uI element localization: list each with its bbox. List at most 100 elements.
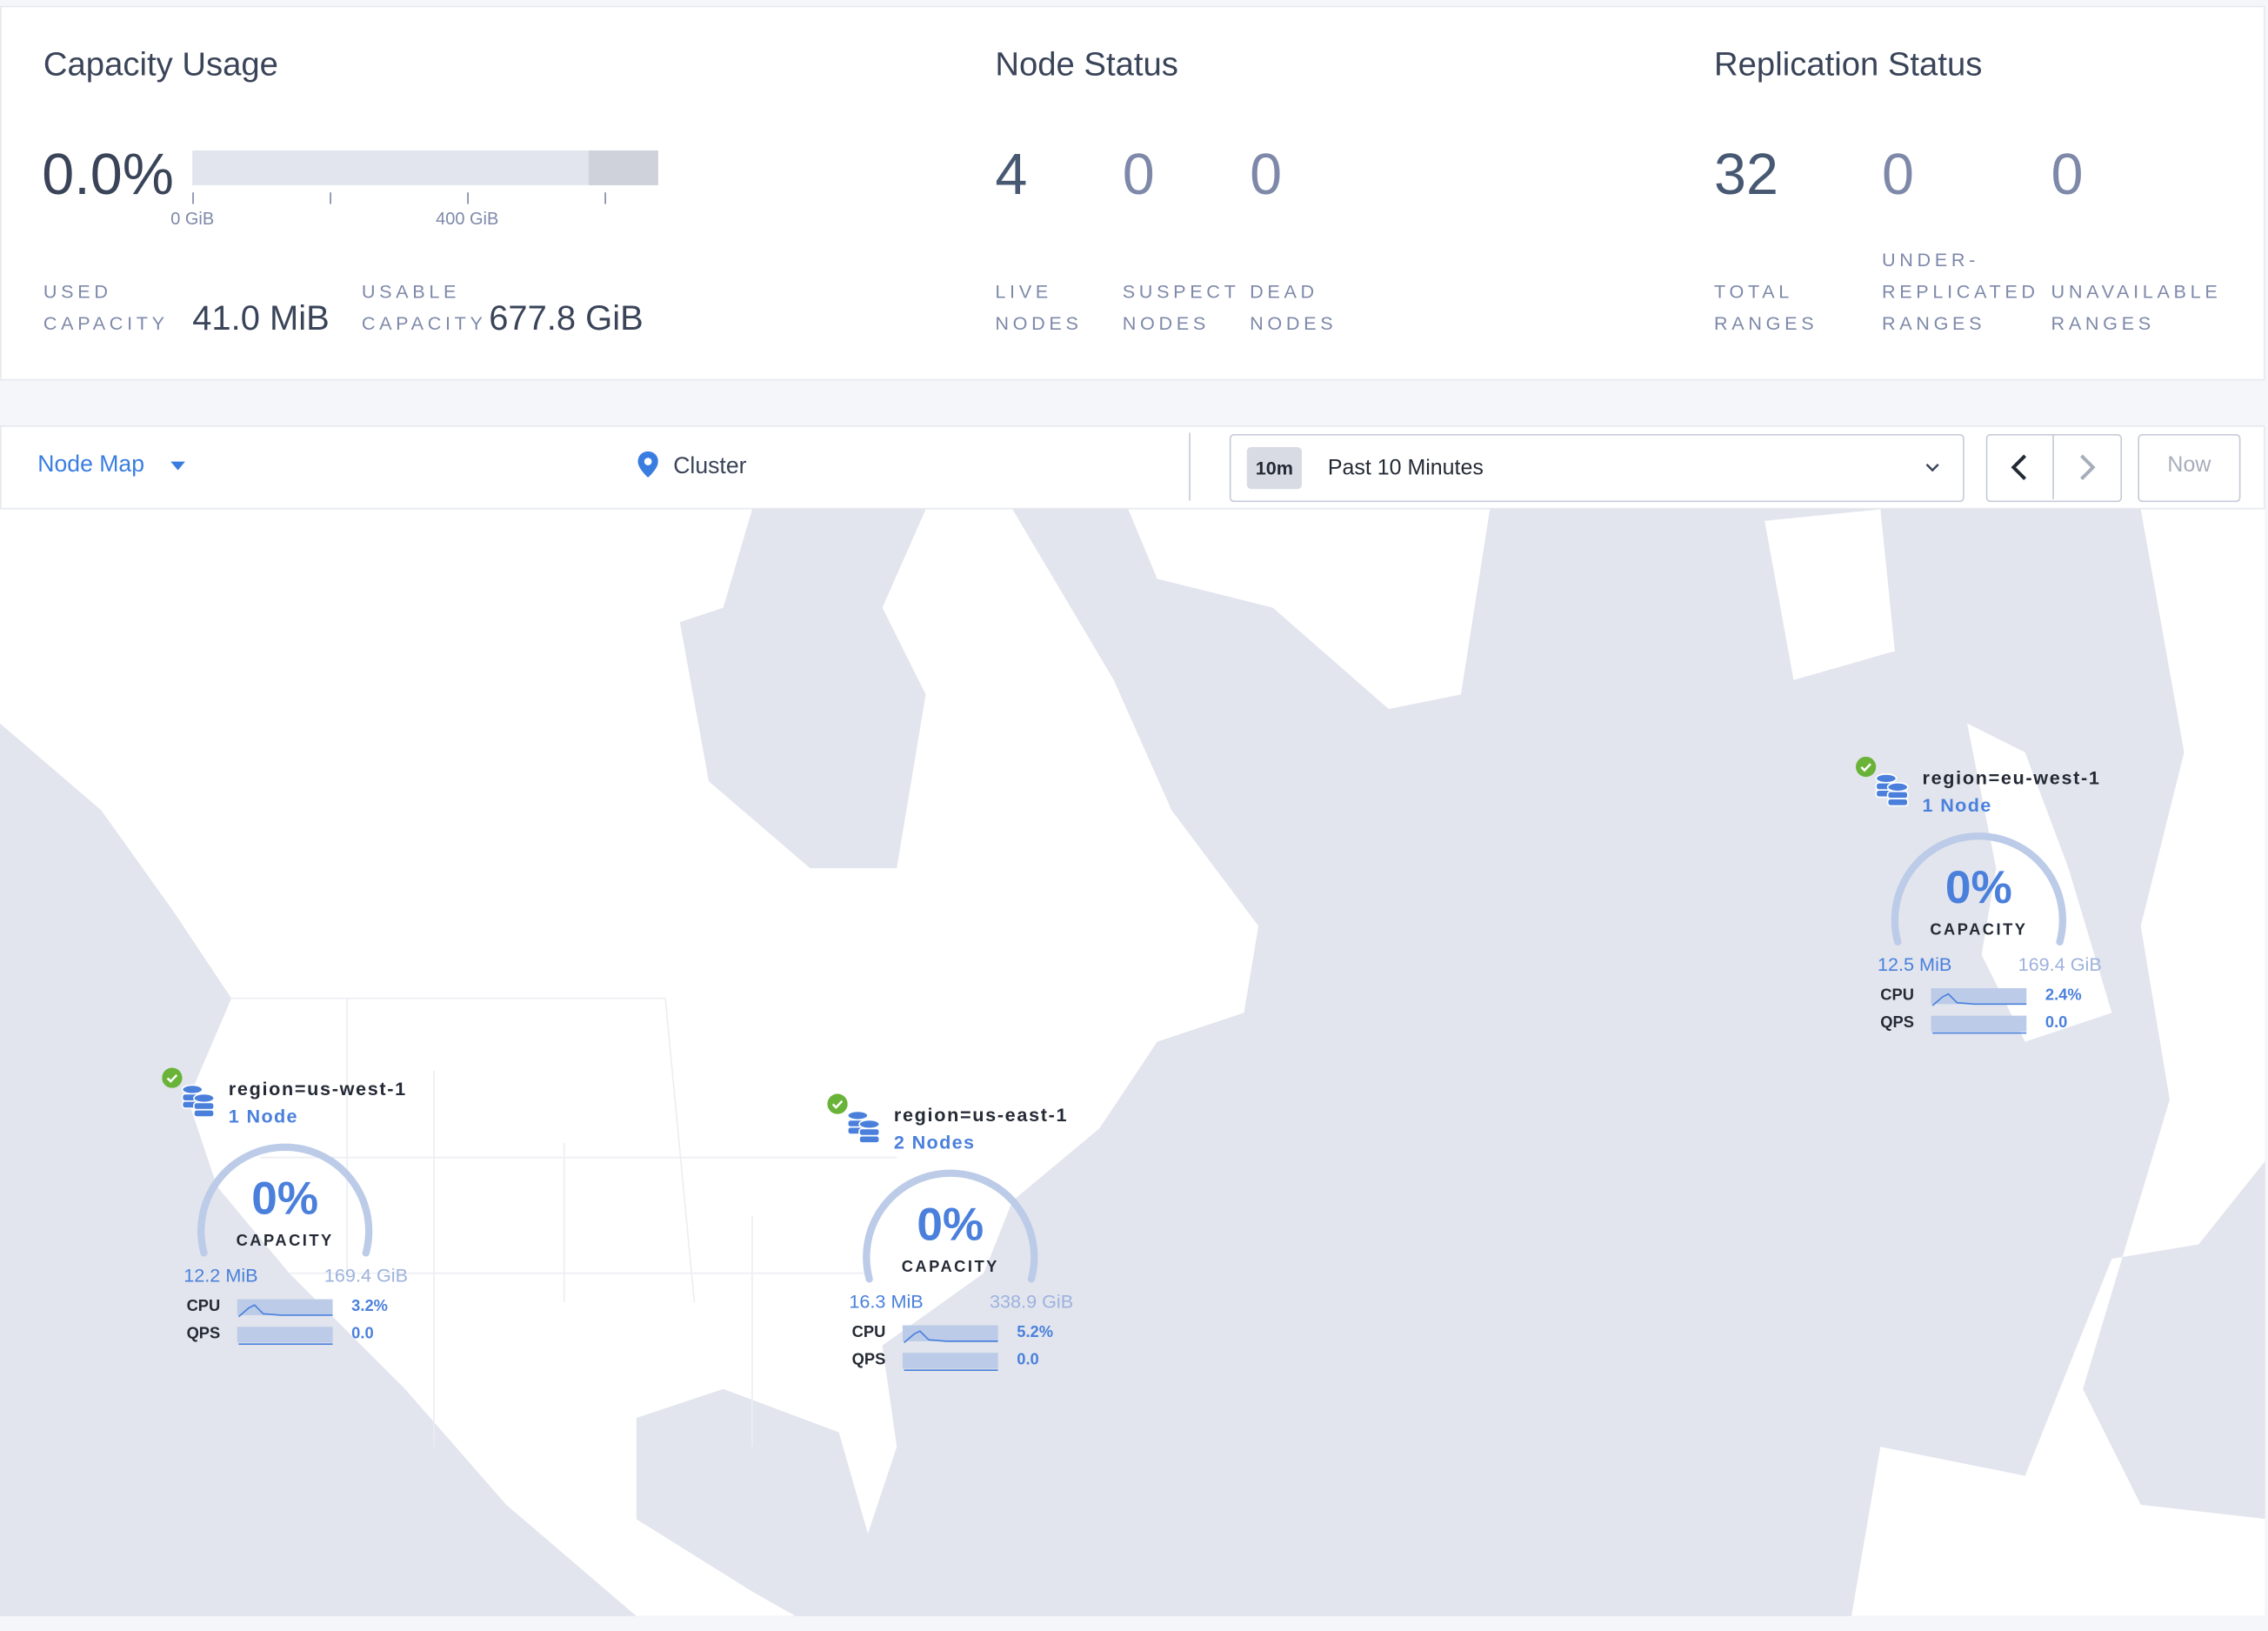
under-replicated-label: UNDER- REPLICATED RANGES: [1881, 249, 2039, 335]
qps-label: QPS: [1880, 1013, 1914, 1032]
usable-capacity-label: USABLE CAPACITY: [361, 280, 487, 335]
total-ranges-label: TOTAL RANGES: [1714, 280, 1818, 335]
capacity-bar-unusable: [588, 150, 658, 185]
view-dropdown[interactable]: Node Map: [37, 452, 186, 479]
used-capacity: 12.5 MiB: [1877, 953, 1952, 976]
unavailable-value: 0: [2051, 143, 2084, 207]
usable-capacity-value: 677.8 GiB: [489, 299, 644, 339]
used-capacity-value: 41.0 MiB: [192, 299, 330, 339]
qps-value: 0.0: [351, 1325, 374, 1343]
used-capacity: 12.2 MiB: [183, 1264, 258, 1287]
previous-button[interactable]: [1987, 435, 2054, 499]
tick: [192, 192, 194, 204]
check-circle-icon: [162, 1067, 183, 1088]
region-us-east-1[interactable]: region=us-east-1 2 Nodes 0% CAPACITY 16.…: [827, 1093, 1117, 1383]
qps-sparkline: [1931, 1015, 2027, 1034]
europe-land: [1851, 509, 2265, 1616]
total-capacity: 169.4 GiB: [2018, 953, 2102, 976]
tick-label: 400 GiB: [436, 208, 499, 229]
capacity-gauge: [1891, 832, 2067, 946]
chevron-right-icon: [2080, 454, 2096, 480]
database-icon: [846, 1110, 881, 1144]
replication-title: Replication Status: [1714, 44, 1983, 83]
total-capacity: 338.9 GiB: [989, 1290, 1074, 1313]
world-map: [0, 509, 2265, 1616]
north-america-land: [0, 509, 1259, 1616]
capacity-gauge: [197, 1143, 373, 1257]
qps-value: 0.0: [2045, 1013, 2068, 1032]
qps-sparkline: [237, 1327, 333, 1346]
capacity-label: CAPACITY: [901, 1259, 999, 1277]
capacity-percent: 0.0%: [42, 143, 174, 207]
capacity-label: CAPACITY: [236, 1233, 334, 1251]
capacity-percent: 0%: [251, 1172, 319, 1225]
uk-land: [1967, 723, 2112, 1042]
region-node-count[interactable]: 1 Node: [1922, 794, 1992, 817]
used-capacity-label: USED CAPACITY: [43, 280, 169, 335]
capacity-bar: [192, 150, 658, 185]
capacity-percent: 0%: [917, 1198, 984, 1251]
chevron-left-icon: [2011, 454, 2027, 480]
region-name: region=us-east-1: [893, 1104, 1069, 1126]
cpu-label: CPU: [1880, 986, 1914, 1005]
check-circle-icon: [1856, 756, 1877, 778]
tick: [604, 192, 606, 204]
time-nav-group: [1985, 433, 2123, 503]
time-badge: 10m: [1246, 446, 1302, 490]
caret-down-icon: [170, 461, 186, 471]
region-name: region=eu-west-1: [1922, 766, 2101, 789]
tick: [330, 192, 331, 204]
location-pin-icon: [637, 451, 658, 478]
database-icon: [181, 1084, 216, 1118]
total-ranges-value: 32: [1714, 143, 1779, 207]
tick: [467, 192, 469, 204]
qps-sparkline: [902, 1353, 998, 1371]
region-node-count[interactable]: 2 Nodes: [893, 1131, 976, 1153]
cpu-label: CPU: [851, 1323, 886, 1341]
check-circle-icon: [827, 1093, 848, 1114]
under-replicated-value: 0: [1881, 143, 1914, 207]
suspect-nodes-label: SUSPECT NODES: [1122, 280, 1240, 335]
cpu-sparkline: [902, 1325, 998, 1344]
region-node-count[interactable]: 1 Node: [228, 1105, 298, 1127]
greenland-land: [1128, 509, 1491, 710]
now-button[interactable]: Now: [2138, 433, 2241, 503]
dead-nodes-label: DEAD NODES: [1250, 280, 1337, 335]
time-range-label: Past 10 Minutes: [1327, 455, 1484, 481]
time-range-select[interactable]: 10m Past 10 Minutes: [1229, 433, 1964, 503]
summary-card: [0, 5, 2265, 381]
qps-label: QPS: [851, 1351, 886, 1369]
suspect-nodes-value: 0: [1122, 143, 1155, 207]
breadcrumb-cluster: Cluster: [673, 454, 747, 479]
region-name: region=us-west-1: [228, 1078, 407, 1100]
live-nodes-label: LIVE NODES: [995, 280, 1083, 335]
cpu-value: 5.2%: [1017, 1323, 1054, 1341]
node-status-title: Node Status: [995, 44, 1178, 83]
tick-label: 0 GiB: [170, 208, 215, 229]
next-button[interactable]: [2056, 436, 2119, 499]
capacity-percent: 0%: [1944, 860, 2012, 913]
divider: [1189, 432, 1191, 501]
capacity-gauge: [863, 1169, 1038, 1283]
live-nodes-value: 4: [995, 143, 1028, 207]
cpu-sparkline: [237, 1299, 333, 1318]
region-eu-west-1[interactable]: region=eu-west-1 1 Node 0% CAPACITY 12.5…: [1856, 756, 2145, 1046]
state-borders: [231, 997, 897, 1447]
cpu-label: CPU: [186, 1297, 221, 1315]
dead-nodes-value: 0: [1250, 143, 1283, 207]
iceland-land: [1764, 509, 1895, 680]
total-capacity: 169.4 GiB: [324, 1264, 409, 1287]
view-dropdown-label: Node Map: [37, 452, 145, 478]
qps-value: 0.0: [1017, 1351, 1039, 1369]
node-map[interactable]: region=us-west-1 1 Node 0% CAPACITY 12.2…: [0, 509, 2265, 1616]
database-icon: [1875, 773, 1909, 807]
breadcrumb[interactable]: Cluster: [637, 451, 747, 480]
capacity-label: CAPACITY: [1930, 921, 2028, 939]
qps-label: QPS: [186, 1325, 221, 1343]
unavailable-label: UNAVAILABLE RANGES: [2051, 280, 2222, 335]
region-us-west-1[interactable]: region=us-west-1 1 Node 0% CAPACITY 12.2…: [162, 1067, 451, 1358]
chevron-down-icon: [1925, 464, 1939, 472]
cpu-sparkline: [1931, 988, 2027, 1006]
cpu-value: 2.4%: [2045, 986, 2082, 1005]
capacity-title: Capacity Usage: [43, 44, 278, 83]
